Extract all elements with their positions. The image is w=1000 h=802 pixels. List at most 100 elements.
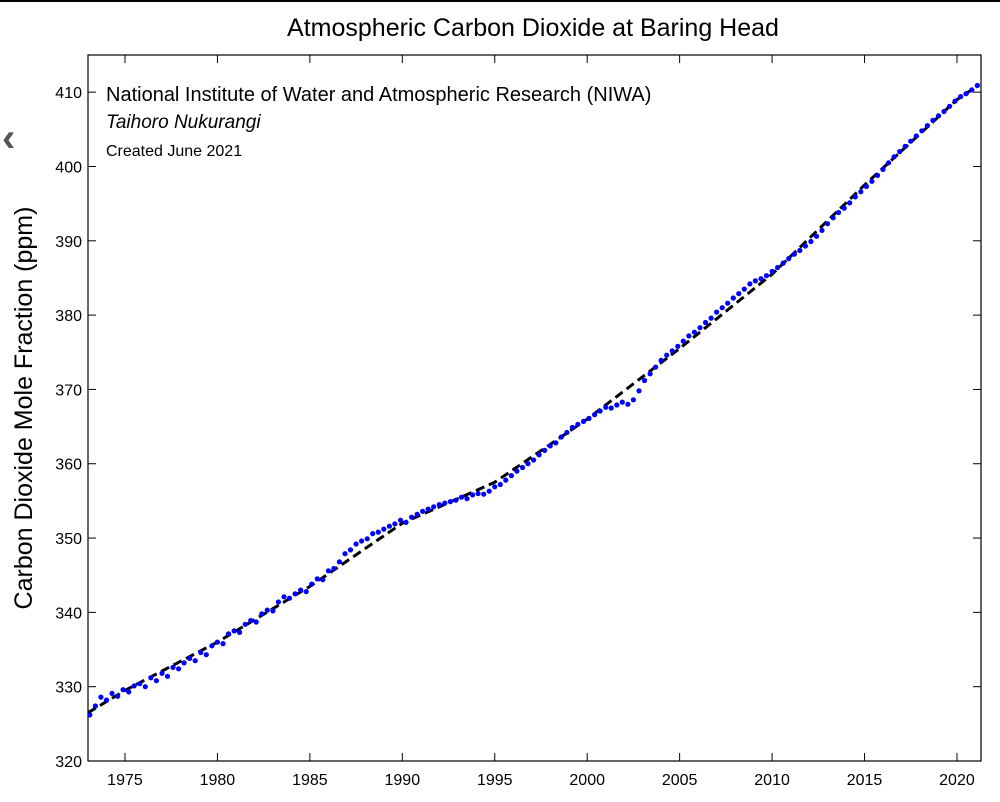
- co2-data-point: [686, 333, 692, 339]
- co2-data-point: [370, 531, 376, 537]
- chevron-left-icon[interactable]: ‹: [2, 116, 16, 160]
- co2-data-point: [270, 608, 276, 614]
- co2-data-point: [253, 619, 259, 625]
- co2-data-point: [625, 401, 631, 407]
- co2-data-point: [303, 589, 309, 595]
- co2-data-point: [924, 123, 931, 129]
- co2-data-point: [775, 264, 781, 271]
- co2-data-point: [647, 371, 653, 377]
- y-tick-label: 320: [55, 754, 82, 771]
- co2-data-point: [414, 511, 420, 517]
- top-border-line: [0, 0, 1000, 2]
- co2-data-point: [109, 690, 115, 697]
- co2-data-point: [542, 447, 548, 453]
- co2-data-point: [714, 309, 720, 315]
- co2-data-point: [153, 678, 159, 684]
- co2-data-point: [702, 319, 709, 326]
- co2-data-point: [436, 502, 442, 508]
- co2-data-point: [486, 488, 492, 494]
- co2-data-point: [103, 697, 110, 703]
- co2-data-point: [886, 160, 892, 166]
- co2-data-point: [170, 664, 176, 671]
- co2-data-point: [930, 117, 936, 123]
- co2-data-point: [209, 643, 215, 649]
- co2-data-point: [281, 594, 287, 600]
- co2-data-point: [292, 591, 298, 597]
- co2-data-point: [336, 559, 342, 565]
- co2-data-point: [536, 452, 542, 458]
- co2-data-point: [514, 468, 520, 474]
- co2-data-point: [458, 494, 465, 500]
- co2-data-point: [730, 295, 736, 301]
- co2-data-point: [691, 329, 698, 335]
- co2-data-point: [503, 477, 509, 483]
- y-tick-label: 350: [55, 531, 82, 548]
- x-tick-label: 1995: [477, 772, 513, 789]
- y-tick-label: 360: [55, 457, 82, 474]
- co2-data-point: [974, 82, 980, 89]
- y-tick-label: 340: [55, 605, 82, 622]
- data-series: [87, 82, 981, 718]
- co2-data-point: [286, 595, 293, 601]
- co2-data-point: [242, 621, 248, 627]
- co2-data-point: [708, 315, 714, 321]
- co2-data-point: [603, 404, 609, 410]
- co2-data-point: [492, 484, 498, 490]
- x-tick-label: 2010: [754, 772, 790, 789]
- co2-data-point: [386, 523, 392, 529]
- co2-data-point: [858, 189, 864, 195]
- co2-data-point: [863, 183, 870, 190]
- co2-data-point: [325, 568, 331, 574]
- co2-data-point: [392, 521, 398, 527]
- co2-data-point: [176, 666, 182, 672]
- co2-data-point: [470, 492, 476, 498]
- co2-data-point: [880, 166, 886, 172]
- co2-data-point: [808, 238, 814, 245]
- co2-data-point: [719, 305, 725, 311]
- co2-data-point: [836, 209, 842, 216]
- co2-data-point: [952, 98, 958, 104]
- co2-data-point: [98, 694, 104, 700]
- chart-title: Atmospheric Carbon Dioxide at Baring Hea…: [287, 14, 779, 42]
- co2-data-point: [897, 149, 903, 155]
- co2-data-point: [425, 506, 431, 512]
- co2-data-point: [131, 683, 137, 689]
- co2-data-point: [813, 233, 820, 239]
- co2-data-point: [409, 514, 415, 520]
- co2-data-point: [359, 538, 365, 544]
- co2-data-point: [497, 481, 503, 488]
- x-tick-label: 1975: [107, 772, 143, 789]
- co2-data-point: [824, 221, 831, 227]
- co2-data-point: [181, 660, 187, 666]
- co2-data-point: [636, 388, 642, 394]
- y-tick-label: 390: [55, 234, 82, 251]
- co2-data-point: [658, 357, 664, 363]
- co2-data-point: [481, 491, 487, 497]
- y-tick-label: 370: [55, 382, 82, 399]
- co2-data-point: [92, 703, 98, 709]
- co2-data-point: [447, 499, 453, 505]
- co2-data-point: [969, 87, 975, 93]
- co2-data-point: [902, 143, 908, 149]
- co2-data-point: [586, 415, 592, 421]
- co2-data-point: [331, 565, 337, 572]
- co2-data-point: [941, 108, 947, 115]
- co2-data-point: [630, 397, 637, 403]
- x-tick-label: 2015: [847, 772, 883, 789]
- co2-data-point: [531, 457, 537, 463]
- co2-data-point: [919, 128, 925, 134]
- co2-data-point: [342, 551, 348, 557]
- co2-data-point: [225, 631, 232, 637]
- co2-data-point: [669, 348, 675, 354]
- co2-data-point: [874, 172, 881, 178]
- co2-data-point: [747, 281, 753, 287]
- co2-data-point: [137, 681, 143, 687]
- x-tick-label: 1990: [385, 772, 421, 789]
- co2-data-point: [797, 247, 803, 254]
- co2-data-point: [852, 194, 858, 200]
- co2-data-point: [403, 519, 409, 526]
- co2-data-point: [558, 434, 564, 440]
- co2-data-point: [553, 440, 559, 446]
- co2-data-point: [259, 611, 265, 617]
- co2-data-point: [120, 687, 126, 693]
